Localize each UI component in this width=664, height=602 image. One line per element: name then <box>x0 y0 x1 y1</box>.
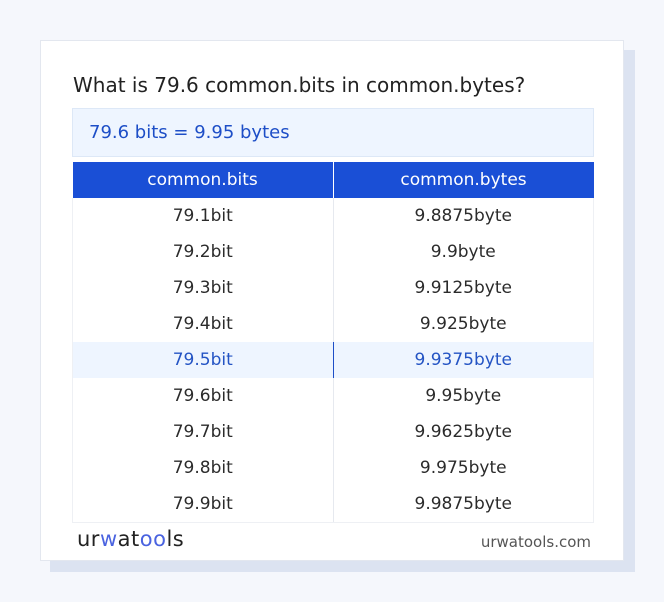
table-row: 79.9bit 9.9875byte <box>72 486 594 523</box>
bits-cell: 79.8bit <box>72 450 333 486</box>
table-row: 79.6bit 9.95byte <box>72 378 594 414</box>
bits-cell: 79.4bit <box>72 306 333 342</box>
table-row: 79.4bit 9.925byte <box>72 306 594 342</box>
bits-cell: 79.6bit <box>72 378 333 414</box>
table-row: 79.7bit 9.9625byte <box>72 414 594 450</box>
bytes-cell: 9.9125byte <box>332 270 594 306</box>
page-title: What is 79.6 common.bits in common.bytes… <box>73 73 526 97</box>
bytes-cell: 9.975byte <box>332 450 594 486</box>
bytes-cell: 9.8875byte <box>332 198 594 234</box>
conversion-table: common.bits common.bytes 79.1bit 9.8875by… <box>72 162 594 523</box>
bits-cell: 79.5bit <box>72 342 333 378</box>
urwatools-logo[interactable]: urwatools <box>77 527 185 551</box>
result-box: 79.6 bits = 9.95 bytes <box>72 108 594 157</box>
table-row: 79.5bit 9.9375byte <box>72 342 594 378</box>
bits-cell: 79.2bit <box>72 234 333 270</box>
table-row: 79.2bit 9.9byte <box>72 234 594 270</box>
bits-cell: 79.3bit <box>72 270 333 306</box>
table-row: 79.8bit 9.975byte <box>72 450 594 486</box>
table-row: 79.1bit 9.8875byte <box>72 198 594 234</box>
bits-cell: 79.7bit <box>72 414 333 450</box>
site-link[interactable]: urwatools.com <box>480 533 591 551</box>
bytes-cell: 9.925byte <box>332 306 594 342</box>
bytes-cell: 9.9byte <box>332 234 594 270</box>
bits-cell: 79.1bit <box>72 198 333 234</box>
header-bytes: common.bytes <box>332 162 594 198</box>
header-bits: common.bits <box>72 162 333 198</box>
bytes-cell: 9.9375byte <box>332 342 594 378</box>
converter-card: What is 79.6 common.bits in common.bytes… <box>40 40 624 561</box>
table-row: 79.3bit 9.9125byte <box>72 270 594 306</box>
bytes-cell: 9.9625byte <box>332 414 594 450</box>
bits-cell: 79.9bit <box>72 486 333 523</box>
bytes-cell: 9.9875byte <box>332 486 594 523</box>
bytes-cell: 9.95byte <box>332 378 594 414</box>
